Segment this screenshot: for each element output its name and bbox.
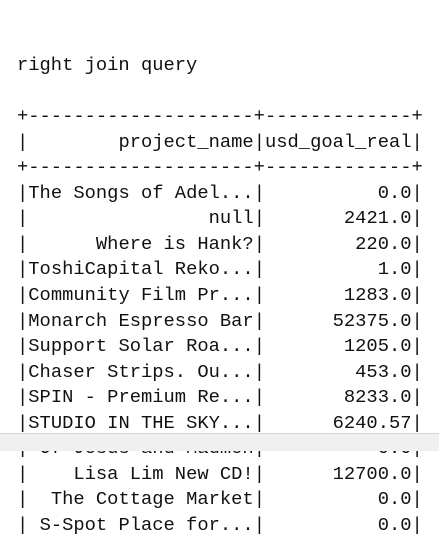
table-cell: 2421.0	[343, 207, 412, 230]
table-row: | The Cottage Market| 0.0|	[17, 488, 423, 511]
table-cell: Lisa Lim New CD!	[73, 462, 254, 485]
table-row: |Support Solar Roa...| 1205.0|	[17, 335, 423, 358]
table-row: |ToshiCapital Reko...| 1.0|	[17, 258, 423, 281]
table-cell: 8233.0	[343, 386, 412, 409]
table-row: | Lisa Lim New CD!| 12700.0|	[17, 462, 423, 485]
table-cell: 6240.57	[332, 411, 412, 434]
console: right join query +--------------------+-…	[0, 54, 439, 536]
table-cell: Where is Hank?	[95, 232, 254, 255]
table-row: |The Songs of Adel...| 0.0|	[17, 181, 423, 204]
table-cell: ToshiCapital Reko...	[28, 258, 254, 281]
table-cell: The Cottage Market	[50, 488, 254, 511]
table-header: | project_name|usd_goal_real|	[17, 130, 423, 153]
table-row: |Community Film Pr...| 1283.0|	[17, 284, 423, 307]
table-cell: Community Film Pr...	[28, 284, 254, 307]
table-cell: usd_goal_real	[264, 130, 412, 153]
table-cell: 1.0	[377, 258, 412, 281]
scrollbar[interactable]	[0, 433, 439, 451]
table-cell: 220.0	[355, 232, 412, 255]
table-cell: SPIN - Premium Re...	[28, 386, 254, 409]
table-cell: Chaser Strips. Ou...	[28, 360, 254, 383]
table-cell: 0.0	[377, 181, 412, 204]
table-cell: 453.0	[355, 360, 412, 383]
table-cell: project_name	[118, 130, 254, 153]
table-cell: STUDIO IN THE SKY...	[28, 411, 254, 434]
table-cell: The Songs of Adel...	[28, 181, 254, 204]
table-border: +--------------------+-------------+	[17, 105, 423, 128]
table-cell: 1283.0	[343, 284, 412, 307]
table-row: |Monarch Espresso Bar| 52375.0|	[17, 309, 423, 332]
table-cell: Support Solar Roa...	[28, 335, 254, 358]
table-cell: 0.0	[377, 513, 412, 536]
table-cell: S-Spot Place for...	[39, 513, 254, 536]
table-cell: 52375.0	[332, 309, 412, 332]
table-row: | S-Spot Place for...| 0.0|	[17, 513, 423, 536]
table-cell: 12700.0	[332, 462, 412, 485]
table-cell: 0.0	[377, 488, 412, 511]
table-cell: Monarch Espresso Bar	[28, 309, 254, 332]
table-row: |STUDIO IN THE SKY...| 6240.57|	[17, 411, 423, 434]
table-cell: 1205.0	[343, 335, 412, 358]
console-output: right join query +--------------------+-…	[17, 2, 423, 538]
table-border: +--------------------+-------------+	[17, 156, 423, 179]
table-row: |SPIN - Premium Re...| 8233.0|	[17, 386, 423, 409]
table-cell: null	[208, 207, 254, 230]
table-row: | null| 2421.0|	[17, 207, 423, 230]
query-title: right join query	[17, 54, 198, 77]
table-row: |Chaser Strips. Ou...| 453.0|	[17, 360, 423, 383]
table-row: | Where is Hank?| 220.0|	[17, 232, 423, 255]
